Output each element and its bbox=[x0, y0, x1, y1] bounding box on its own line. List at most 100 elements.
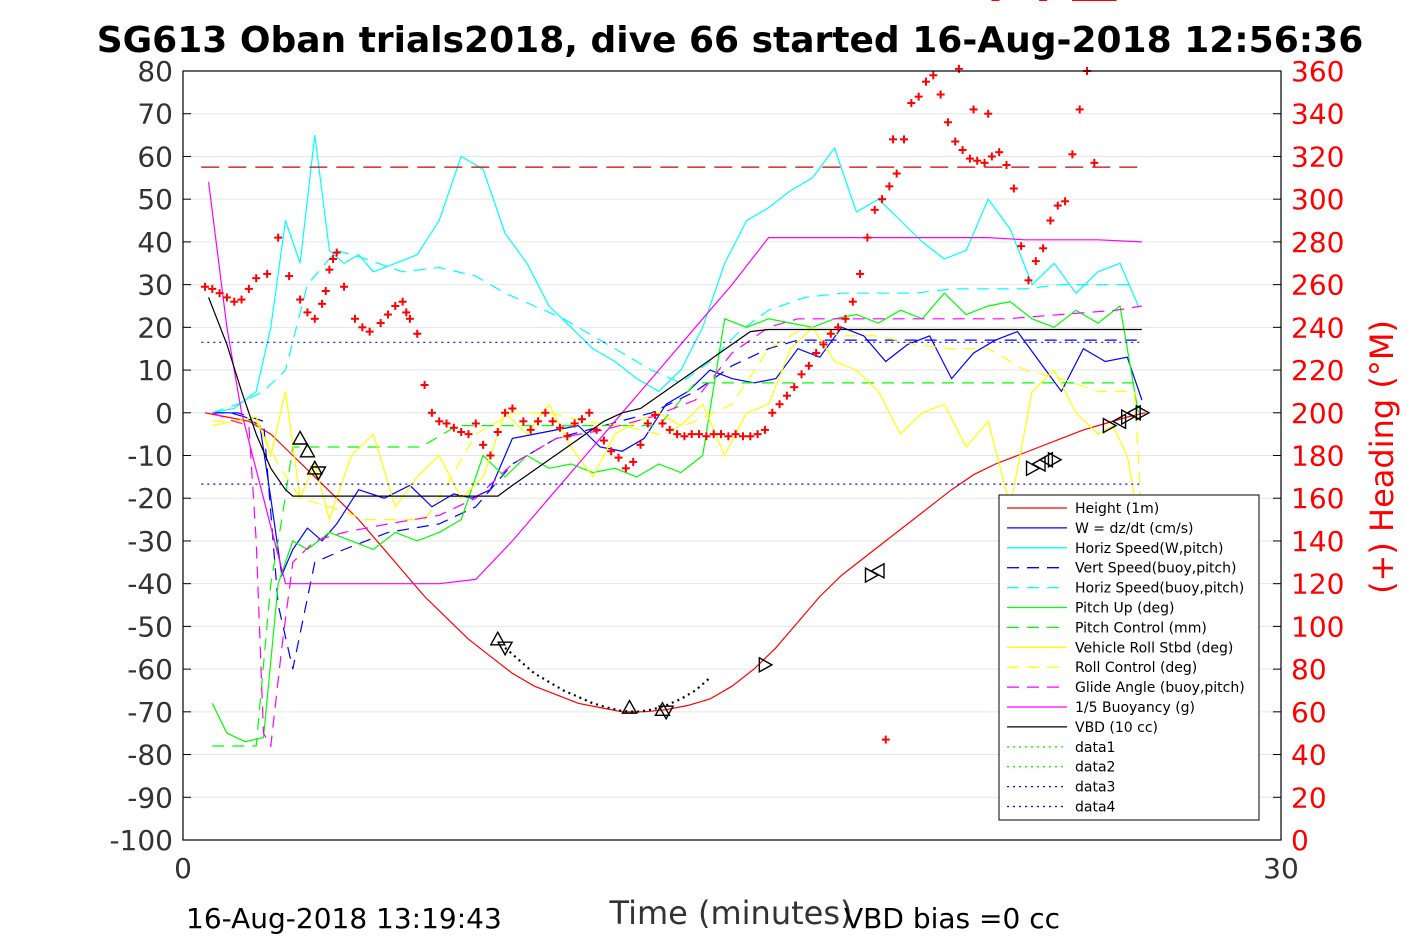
x-tick-label: 30 bbox=[1263, 852, 1299, 885]
y-tick-label: 10 bbox=[137, 354, 173, 387]
y-tick-label: 50 bbox=[137, 183, 173, 216]
heading-point bbox=[775, 400, 784, 409]
heading-point bbox=[1053, 201, 1062, 210]
legend-item: Pitch Control (mm) bbox=[1007, 620, 1207, 636]
y-tick-label: -90 bbox=[127, 781, 173, 814]
heading-point bbox=[358, 323, 367, 332]
triangle-marker-right bbox=[1047, 451, 1063, 468]
heading-point bbox=[1024, 276, 1033, 285]
heading-point bbox=[325, 265, 334, 274]
y-right-tick-label: 320 bbox=[1291, 140, 1344, 173]
series-vbd-10-cc bbox=[208, 297, 1142, 497]
series-height-1m bbox=[204, 412, 1146, 713]
y-tick-label: 60 bbox=[137, 140, 173, 173]
series-1-5-buoyancy-g bbox=[208, 182, 1142, 585]
y-right-tick-label: 260 bbox=[1291, 269, 1344, 302]
heading-point bbox=[885, 182, 894, 191]
legend-label: data2 bbox=[1075, 760, 1115, 776]
series-w-dz-dt-cm-s bbox=[212, 326, 1143, 578]
heading-point bbox=[724, 432, 733, 441]
series-horiz-speed-buoy-pitch bbox=[212, 249, 1135, 414]
series-pitch-control-mm bbox=[212, 382, 1139, 747]
triangle-markers bbox=[291, 404, 1151, 721]
heading-point bbox=[636, 440, 645, 449]
legend-label: W = dz/dt (cm/s) bbox=[1075, 521, 1194, 537]
y-tick-label: 20 bbox=[137, 311, 173, 344]
heading-point bbox=[1009, 184, 1018, 193]
series-glide-angle-buoy-pitch bbox=[212, 305, 1142, 748]
y-axis-left: 80 70 60 50 40 30 20 10 0 -10 -20 -30 -40 -50 -60 -70 -8… bbox=[109, 55, 191, 857]
heading-point bbox=[782, 391, 791, 400]
heading-point bbox=[929, 71, 938, 80]
heading-point bbox=[501, 408, 510, 417]
heading-point bbox=[980, 158, 989, 167]
heading-point bbox=[1075, 105, 1084, 114]
heading-point bbox=[222, 293, 231, 302]
y-right-tick-label: 100 bbox=[1291, 610, 1344, 643]
heading-point bbox=[1090, 158, 1099, 167]
legend-item: data3 bbox=[1007, 780, 1115, 796]
triangle-marker-left bbox=[1126, 404, 1141, 421]
heading-point bbox=[263, 269, 272, 278]
heading-point bbox=[665, 425, 674, 434]
y-right-tick-label: 280 bbox=[1291, 226, 1344, 259]
heading-point bbox=[285, 272, 294, 281]
heading-point bbox=[709, 430, 718, 439]
y-tick-label: 70 bbox=[137, 98, 173, 131]
heading-point bbox=[958, 146, 967, 155]
y-right-tick-label: 60 bbox=[1291, 696, 1327, 729]
legend-item: Vehicle Roll Stbd (deg) bbox=[1007, 640, 1233, 656]
y-axis-right: 3603403203002802602402202001801601401201… bbox=[1273, 55, 1344, 857]
series-roll-control-deg bbox=[212, 326, 1143, 521]
heading-point bbox=[376, 319, 385, 328]
legend-label: VBD (10 cc) bbox=[1075, 720, 1158, 736]
legend-label: Roll Control (deg) bbox=[1075, 660, 1197, 676]
heading-point bbox=[848, 297, 857, 306]
legend-item: 1/5 Buoyancy (g) bbox=[1007, 700, 1195, 716]
y-tick-label: -100 bbox=[109, 824, 173, 857]
heading-point bbox=[687, 430, 696, 439]
heading-point bbox=[629, 457, 638, 466]
heading-point bbox=[870, 205, 879, 214]
y-tick-label: -80 bbox=[127, 739, 173, 772]
y-right-tick-label: 200 bbox=[1291, 397, 1344, 430]
heading-point bbox=[984, 109, 993, 118]
heading-point bbox=[296, 295, 305, 304]
triangle-marker-up bbox=[291, 429, 309, 445]
heading-point bbox=[889, 135, 898, 144]
y-tick-label: -20 bbox=[127, 482, 173, 515]
legend-item: VBD (10 cc) bbox=[1007, 720, 1158, 736]
y-tick-label: 30 bbox=[137, 269, 173, 302]
heading-point bbox=[493, 428, 502, 437]
heading-point bbox=[200, 282, 209, 291]
legend-item: data1 bbox=[1007, 740, 1115, 756]
legend-label: Height (1m) bbox=[1075, 501, 1159, 517]
y-tick-label: -50 bbox=[127, 610, 173, 643]
legend-item: Horiz Speed(buoy,pitch) bbox=[1007, 581, 1244, 597]
series-data1 bbox=[504, 646, 711, 713]
heading-point bbox=[673, 430, 682, 439]
legend-label: Pitch Control (mm) bbox=[1075, 620, 1207, 636]
heading-point bbox=[252, 274, 261, 283]
heading-point bbox=[303, 308, 312, 317]
heading-point bbox=[585, 408, 594, 417]
legend-label: Pitch Up (deg) bbox=[1075, 601, 1174, 617]
y-right-tick-label: 300 bbox=[1291, 183, 1344, 216]
heading-point bbox=[651, 410, 660, 419]
y-tick-label: 0 bbox=[155, 397, 173, 430]
heading-point bbox=[760, 425, 769, 434]
legend-item: data2 bbox=[1007, 760, 1115, 776]
legend-item: Pitch Up (deg) bbox=[1007, 601, 1174, 617]
heading-point bbox=[541, 408, 550, 417]
heading-point bbox=[471, 419, 480, 428]
y-right-tick-label: 240 bbox=[1291, 311, 1344, 344]
legend-item: Height (1m) bbox=[1007, 501, 1159, 517]
heading-point bbox=[508, 404, 517, 413]
heading-point bbox=[351, 314, 360, 323]
y-tick-label: -70 bbox=[127, 696, 173, 729]
heading-point bbox=[244, 284, 253, 293]
heading-point bbox=[680, 432, 689, 441]
series-vehicle-roll-stbd-deg bbox=[212, 326, 1139, 522]
heading-point bbox=[449, 423, 458, 432]
